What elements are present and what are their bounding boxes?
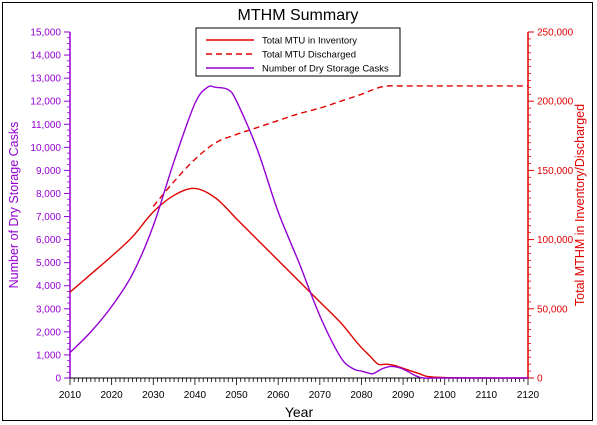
x-tick-label: 2050 [225,390,248,401]
left-tick-label: 4,000 [36,281,61,292]
left-y-ticks: 0 1,000 2,000 3,000 4,000 5,000 6,000 7,000 8,00… [30,28,70,385]
x-tick-label: 2120 [517,390,540,401]
left-tick-label: 8,000 [36,189,61,200]
left-tick-label: 12,000 [30,97,61,108]
x-axis-label: Year [285,404,314,420]
right-tick-label: 50,000 [537,304,568,315]
right-tick-label: 0 [537,374,543,385]
left-tick-label: 7,000 [36,212,61,223]
chart-title: MTHM Summary [238,7,359,24]
left-tick-label: 3,000 [36,304,61,315]
left-y-axis-label: Number of Dry Storage Casks [7,122,21,289]
x-tick-label: 2090 [392,390,415,401]
legend-label: Total MTU Discharged [262,50,356,61]
x-ticks: 2010 2020 2030 2040 2050 2060 2070 2080 2090 2100… [59,378,540,401]
left-tick-label: 11,000 [31,120,61,131]
axes [69,32,529,379]
x-tick-label: 2010 [59,390,82,401]
x-tick-label: 2080 [350,390,373,401]
left-tick-label: 1,000 [36,350,61,361]
left-tick-label: 13,000 [30,74,61,85]
right-y-ticks: 0 50,000 100,000 150,000 200,000 250,000 [528,28,574,385]
right-y-axis-label: Total MTHM in Inventory/Discharged [573,104,587,306]
x-tick-label: 2110 [476,390,498,401]
legend-label: Total MTU in Inventory [262,36,357,47]
left-tick-label: 9,000 [36,166,61,177]
series-line-number-of-dry-storage-casks [69,85,528,379]
left-tick-label: 15,000 [30,28,61,39]
legend: Total MTU in Inventory Total MTU Discharg… [195,27,401,77]
left-tick-label: 10,000 [30,143,61,154]
right-tick-label: 250,000 [537,28,574,39]
left-tick-label: 6,000 [36,235,61,246]
x-tick-label: 2030 [142,390,165,401]
x-tick-label: 2100 [434,390,457,401]
x-tick-label: 2020 [101,390,124,401]
series-line-total-mtu-in-inventory [69,187,529,379]
right-tick-label: 150,000 [537,166,574,177]
legend-label: Number of Dry Storage Casks [262,64,389,75]
x-tick-label: 2070 [309,390,332,401]
left-tick-label: 14,000 [30,51,61,62]
right-tick-label: 100,000 [537,235,574,246]
left-tick-label: 2,000 [36,327,61,338]
left-tick-label: 5,000 [36,258,61,269]
right-tick-label: 200,000 [537,97,574,108]
series-layer [69,85,529,379]
x-tick-label: 2040 [184,390,207,401]
left-tick-label: 0 [55,374,61,385]
series-line-total-mtu-discharged [152,85,528,207]
x-tick-label: 2060 [267,390,290,401]
